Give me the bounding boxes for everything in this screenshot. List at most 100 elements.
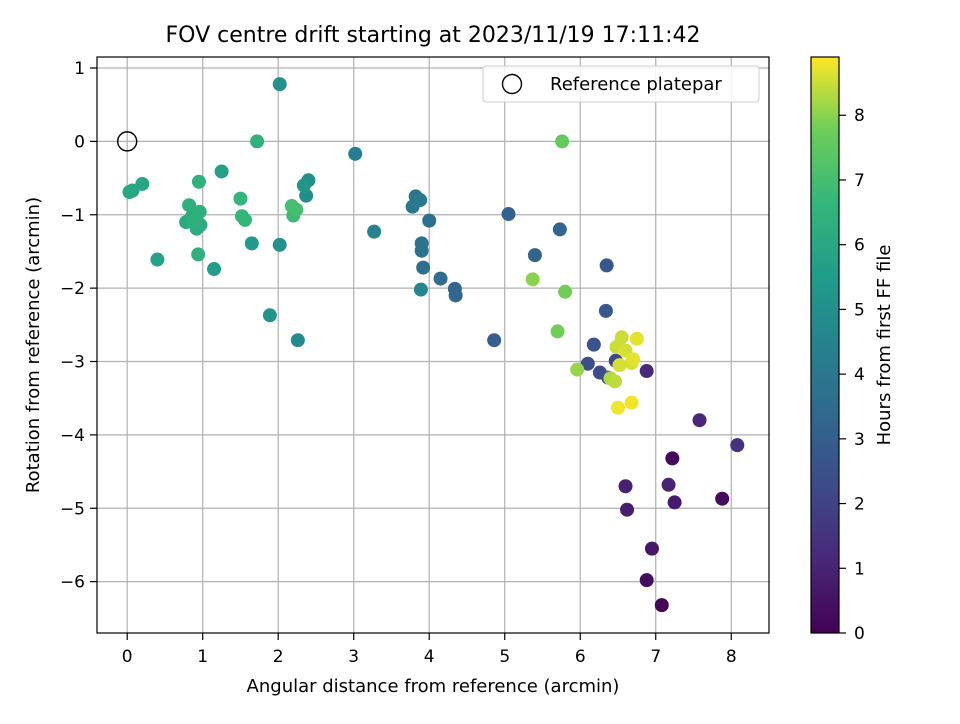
data-point [715, 491, 730, 506]
data-point [570, 362, 585, 377]
data-point [413, 193, 428, 208]
data-point [558, 284, 573, 299]
grid-lines [97, 57, 769, 633]
colorbar-tick-label: 2 [854, 495, 865, 515]
x-tick-label: 3 [348, 647, 359, 667]
colorbar-tick-label: 7 [854, 171, 865, 191]
data-point [448, 288, 463, 303]
plot-frame [96, 56, 770, 634]
legend: Reference platepar [482, 65, 760, 103]
colorbar-label: Hours from first FF file [874, 245, 895, 446]
data-point [214, 164, 229, 179]
colorbar-gradient [810, 56, 840, 634]
data-point [661, 477, 676, 492]
x-axis-label: Angular distance from reference (arcmin) [247, 676, 620, 697]
data-point [730, 438, 745, 453]
data-point [296, 178, 311, 193]
x-tick-label: 6 [575, 647, 586, 667]
colorbar: 0 1 2 3 4 5 6 7 8 Hours from first FF file [810, 56, 895, 644]
data-point [487, 333, 502, 348]
data-point [122, 185, 137, 200]
data-point [414, 243, 429, 258]
colorbar-tick-label: 6 [854, 236, 865, 256]
colorbar-tick-label: 3 [854, 430, 865, 450]
legend-entry-reference: Reference platepar [550, 74, 722, 95]
x-axis-ticks: 0 1 2 3 4 5 6 7 8 [122, 633, 737, 667]
data-point [150, 252, 165, 267]
x-tick-label: 4 [424, 647, 435, 667]
data-point [244, 236, 259, 251]
y-tick-label: −4 [60, 426, 85, 446]
data-point [272, 77, 287, 92]
data-point [629, 331, 644, 346]
legend-box [482, 65, 760, 103]
data-point [607, 374, 622, 389]
legend-marker [501, 73, 523, 95]
data-point [367, 224, 382, 239]
y-axis-label: Rotation from reference (arcmin) [23, 197, 44, 493]
data-point [692, 413, 707, 428]
chart-title: FOV centre drift starting at 2023/11/19 … [166, 23, 701, 48]
x-tick-label: 8 [726, 647, 737, 667]
y-tick-label: −5 [60, 499, 85, 519]
y-tick-label: −3 [60, 353, 85, 373]
data-point [135, 176, 150, 191]
data-point [525, 272, 540, 287]
data-point [422, 213, 437, 228]
x-tick-label: 2 [273, 647, 284, 667]
x-tick-label: 0 [122, 647, 133, 667]
data-point [416, 260, 431, 275]
data-point [665, 451, 680, 466]
data-point [501, 207, 516, 222]
data-point [599, 258, 614, 273]
data-point [598, 303, 613, 318]
y-tick-label: −1 [60, 206, 85, 226]
colorbar-tick-label: 5 [854, 300, 865, 320]
data-point [612, 358, 627, 373]
data-point [191, 247, 206, 262]
data-point [250, 134, 265, 149]
data-point [610, 400, 625, 415]
data-point [580, 356, 595, 371]
data-point [413, 282, 428, 297]
colorbar-tick-label: 8 [854, 106, 865, 126]
data-point [639, 573, 654, 588]
data-points [122, 77, 745, 613]
data-point [626, 352, 641, 367]
data-point [272, 237, 287, 252]
data-point [667, 495, 682, 510]
data-point [644, 541, 659, 556]
colorbar-tick-label: 0 [854, 624, 865, 644]
data-point [262, 308, 277, 323]
x-tick-label: 7 [650, 647, 661, 667]
data-point [207, 262, 222, 277]
y-tick-label: 0 [74, 132, 85, 152]
data-point [182, 198, 197, 213]
data-point [555, 134, 570, 149]
data-point [639, 364, 654, 379]
data-point [237, 212, 252, 227]
y-tick-label: −2 [60, 279, 85, 299]
data-point [654, 598, 669, 613]
y-axis-ticks: 1 0 −1 −2 −3 −4 −5 −6 [60, 59, 97, 593]
data-point [289, 202, 304, 217]
y-tick-label: −6 [60, 573, 85, 593]
data-point [618, 479, 633, 494]
data-point [527, 248, 542, 263]
data-point [348, 146, 363, 161]
colorbar-tick-label: 4 [854, 365, 865, 385]
data-point [233, 191, 248, 206]
data-point [191, 174, 206, 189]
colorbar-tick-label: 1 [854, 559, 865, 579]
x-tick-label: 1 [197, 647, 208, 667]
data-point [586, 337, 601, 352]
data-point [624, 395, 639, 410]
x-tick-label: 5 [499, 647, 510, 667]
reference-platepar-marker [117, 131, 138, 152]
colorbar-ticks: 0 1 2 3 4 5 6 7 8 [839, 106, 865, 644]
data-point [620, 502, 635, 517]
data-point [192, 204, 207, 219]
data-point [552, 222, 567, 237]
data-point [290, 333, 305, 348]
